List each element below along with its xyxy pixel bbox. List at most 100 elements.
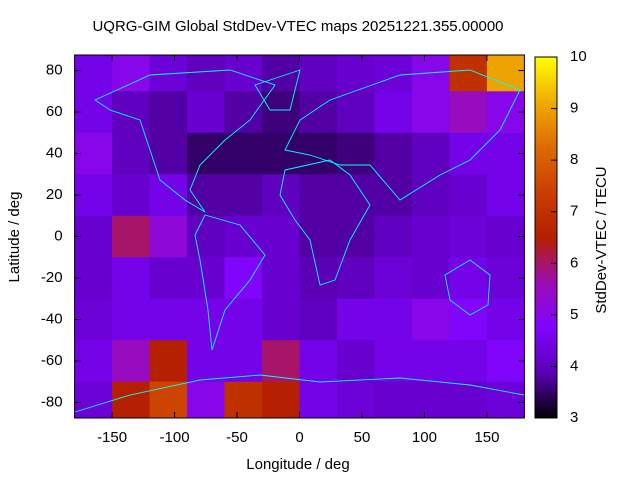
heatmap-cell xyxy=(374,340,413,383)
x-tick-label: 100 xyxy=(412,429,437,446)
heatmap-cell xyxy=(336,340,375,383)
colorbar-tick-label: 8 xyxy=(570,151,578,168)
heatmap-cell xyxy=(486,215,525,258)
heatmap-cell xyxy=(224,174,263,217)
heatmap-cell xyxy=(112,132,151,175)
heatmap-cell xyxy=(262,132,300,175)
heatmap-cell xyxy=(224,91,263,134)
colorbar-tick-label: 3 xyxy=(570,409,578,426)
heatmap-cell xyxy=(299,381,338,418)
x-axis-label: Longitude / deg xyxy=(246,456,349,473)
heatmap-cell xyxy=(74,257,113,300)
heatmap-cell xyxy=(149,340,188,383)
heatmap-cell xyxy=(449,381,488,418)
heatmap-cell xyxy=(336,174,375,217)
coastline xyxy=(444,259,491,316)
heatmap-cell xyxy=(262,174,300,217)
heatmap-cell xyxy=(224,132,263,175)
heatmap-cell xyxy=(262,257,300,300)
x-tick-label: 0 xyxy=(295,429,303,446)
heatmap-cell xyxy=(74,91,113,134)
heatmap-cell xyxy=(336,257,375,300)
heatmap-cell xyxy=(486,257,525,300)
heatmap-cell xyxy=(449,174,488,217)
heatmap-cell xyxy=(299,298,338,341)
heatmap-cell xyxy=(112,340,151,383)
colorbar-tick-label: 4 xyxy=(570,357,578,374)
heatmap-cell xyxy=(449,215,488,258)
coastline xyxy=(194,214,266,351)
heatmap-cell xyxy=(149,55,188,92)
heatmap-cell xyxy=(486,132,525,175)
heatmap-cell xyxy=(449,55,488,92)
heatmap-cell xyxy=(112,91,151,134)
heatmap-cell xyxy=(224,298,263,341)
y-tick-label: -80 xyxy=(41,393,63,410)
heatmap-cell xyxy=(411,215,450,258)
heatmap-cell xyxy=(224,340,263,383)
heatmap-cell xyxy=(262,340,300,383)
heatmap-cell xyxy=(449,257,488,300)
colorbar xyxy=(534,56,558,419)
heatmap-cell xyxy=(486,381,525,418)
heatmap-cell xyxy=(299,215,338,258)
heatmap-cell xyxy=(112,174,151,217)
heatmap-cell xyxy=(411,55,450,92)
y-tick-label: 0 xyxy=(54,227,62,244)
y-tick-label: 20 xyxy=(46,186,63,203)
heatmap-cell xyxy=(224,381,263,418)
x-tick-label: -150 xyxy=(97,429,127,446)
heatmap-cell xyxy=(486,340,525,383)
heatmap-cell xyxy=(187,91,226,134)
heatmap-cell xyxy=(374,298,413,341)
heatmap-cell xyxy=(449,132,488,175)
heatmap-cell xyxy=(187,381,226,418)
heatmap-cell xyxy=(187,340,226,383)
y-tick-label: 40 xyxy=(46,144,63,161)
heatmap-cell xyxy=(149,298,188,341)
heatmap-cell xyxy=(449,298,488,341)
heatmap-cell xyxy=(411,174,450,217)
heatmap-cell xyxy=(149,215,188,258)
heatmap-cell xyxy=(374,91,413,134)
heatmap-cell xyxy=(262,91,300,134)
coastline xyxy=(254,69,301,111)
heatmap-cell xyxy=(336,215,375,258)
heatmap-cell xyxy=(187,215,226,258)
heatmap-cell xyxy=(149,257,188,300)
heatmap-cell xyxy=(486,91,525,134)
heatmap-cell xyxy=(411,340,450,383)
coastline xyxy=(279,159,371,286)
coastline xyxy=(94,69,276,213)
heatmap-cell xyxy=(374,381,413,418)
heatmap-cell xyxy=(262,55,300,92)
heatmap-cell xyxy=(411,381,450,418)
y-axis-label: Latitude / deg xyxy=(6,192,23,283)
heatmap-cell xyxy=(486,55,525,92)
heatmap-cell xyxy=(449,340,488,383)
colorbar-tick-label: 7 xyxy=(570,203,578,220)
heatmap-cell xyxy=(486,174,525,217)
heatmap-cell xyxy=(112,215,151,258)
y-tick-label: -40 xyxy=(41,310,63,327)
colorbar-tick-label: 5 xyxy=(570,306,578,323)
heatmap-cell xyxy=(336,91,375,134)
x-tick-label: 50 xyxy=(354,429,371,446)
heatmap-cell xyxy=(262,298,300,341)
heatmap-cell xyxy=(149,174,188,217)
coastline xyxy=(74,374,525,413)
x-tick-label: -100 xyxy=(160,429,190,446)
heatmap-cell xyxy=(449,91,488,134)
heatmap-cell xyxy=(411,91,450,134)
coastlines xyxy=(74,69,525,413)
heatmap-cell xyxy=(187,257,226,300)
heatmap-cell xyxy=(299,91,338,134)
heatmap-cell xyxy=(149,381,188,418)
colorbar-tick-label: 10 xyxy=(570,48,587,65)
heatmap-cell xyxy=(411,257,450,300)
heatmap-cell xyxy=(74,298,113,341)
heatmap-cell xyxy=(224,257,263,300)
y-tick-label: -20 xyxy=(41,269,63,286)
x-tick-label: -50 xyxy=(226,429,248,446)
